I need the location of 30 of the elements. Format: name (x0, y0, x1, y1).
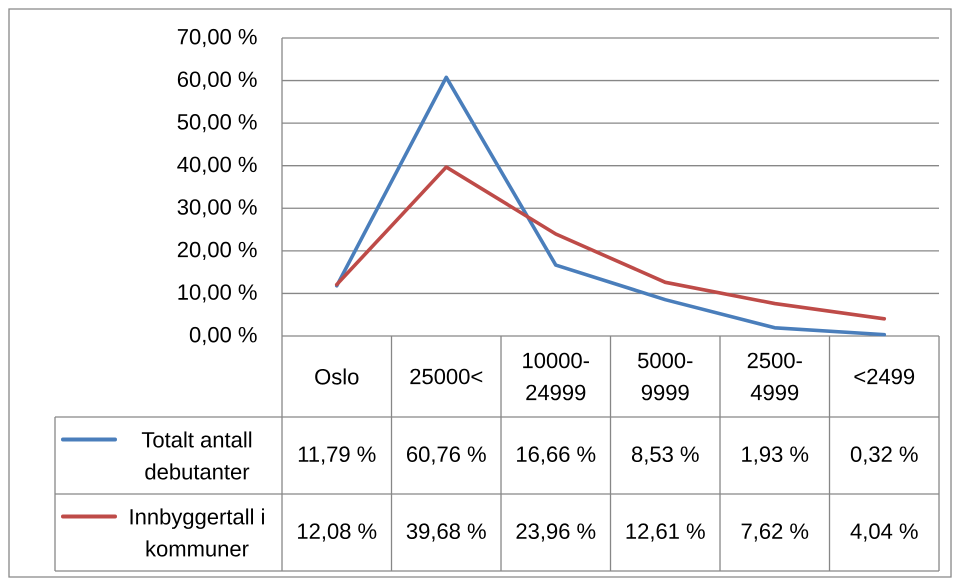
data-label: 4,04 % (850, 523, 918, 542)
data-label: 1,93 % (742, 446, 808, 465)
data-label: 23,96 % (516, 523, 596, 542)
x-tick-label: 5000-9999 (638, 352, 692, 400)
data-label: 11,79 % (298, 446, 376, 465)
data-label: 39,68 % (406, 523, 486, 542)
x-tick-label: Oslo (315, 368, 358, 385)
x-tick-label: 10000-24999 (523, 352, 590, 400)
y-tick-label: 20,00 % (178, 242, 257, 260)
data-label: 0,32 % (850, 446, 918, 465)
data-label: 8,53 % (632, 446, 699, 465)
data-label: 16,66 % (517, 446, 596, 465)
y-tick-label: 40,00 % (177, 156, 257, 175)
y-tick-label: 0,00 % (190, 326, 257, 346)
y-tick-label: 50,00 % (178, 114, 257, 132)
legend-label: Totalt antall debutanter (142, 431, 252, 480)
data-label: 60,76 % (407, 446, 486, 465)
y-tick-label: 60,00 % (178, 71, 257, 90)
legend-label: Innbyggertall i kommuner (130, 508, 264, 557)
y-tick-label: 30,00 % (178, 199, 257, 218)
x-tick-label: 25000< (410, 368, 482, 384)
x-tick-label: 2500-4999 (748, 352, 802, 400)
data-label: 12,08 % (298, 523, 376, 542)
data-label: 7,62 % (742, 523, 808, 542)
line-series (334, 76, 886, 336)
line-series (334, 165, 886, 321)
data-label: 12,61 % (626, 523, 705, 542)
y-tick-label: 70,00 % (178, 28, 257, 48)
y-tick-label: 10,00 % (178, 284, 257, 303)
x-tick-label: <2499 (854, 368, 914, 384)
